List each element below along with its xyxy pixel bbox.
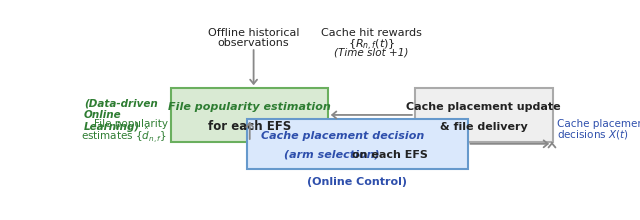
Text: on each EFS: on each EFS [351, 150, 428, 160]
Text: Cache placement: Cache placement [557, 119, 640, 129]
Text: (Time slot +1): (Time slot +1) [334, 48, 408, 58]
Text: Cache placement update: Cache placement update [406, 102, 561, 112]
Text: Online: Online [84, 110, 122, 120]
Text: & file delivery: & file delivery [440, 122, 527, 132]
Text: estimates $\{\hat{d}_{n,f}\}$: estimates $\{\hat{d}_{n,f}\}$ [81, 125, 168, 145]
Text: decisions $X(t)$: decisions $X(t)$ [557, 128, 628, 141]
Text: File popularity estimation: File popularity estimation [168, 102, 331, 112]
Text: (Online Control): (Online Control) [307, 176, 407, 187]
Text: Offline historical: Offline historical [208, 28, 300, 38]
Text: Cache hit rewards: Cache hit rewards [321, 28, 422, 38]
Text: Learning): Learning) [84, 122, 140, 132]
Text: File popularity: File popularity [93, 119, 168, 129]
Text: (arm selection): (arm selection) [284, 150, 380, 160]
FancyBboxPatch shape [172, 88, 328, 142]
Text: $\{R_{n,f}(t)\}$: $\{R_{n,f}(t)\}$ [348, 38, 395, 53]
Text: Cache placement decision: Cache placement decision [262, 131, 425, 141]
Text: (Data-driven: (Data-driven [84, 98, 157, 108]
FancyBboxPatch shape [246, 119, 467, 169]
Text: for each EFS: for each EFS [208, 120, 291, 133]
FancyBboxPatch shape [415, 88, 553, 142]
Text: observations: observations [218, 38, 289, 48]
